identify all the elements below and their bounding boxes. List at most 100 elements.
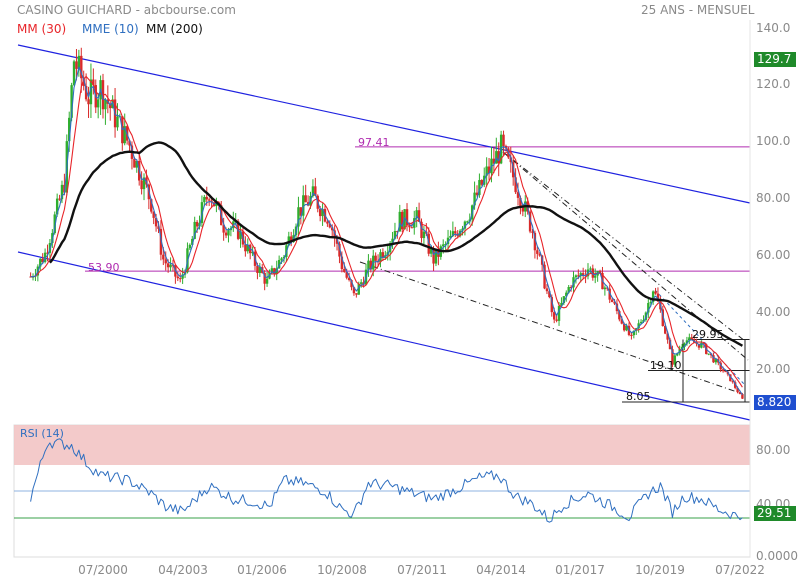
trend-line-3	[359, 261, 741, 394]
candle-body	[400, 211, 404, 230]
candle-body	[449, 235, 452, 238]
candle-body	[738, 392, 742, 395]
candle-body	[707, 353, 710, 355]
candle-body	[487, 166, 491, 174]
candle-body	[193, 221, 196, 239]
candle-body	[68, 117, 71, 142]
candle-body	[195, 221, 199, 227]
x-tick-label: 07/2000	[78, 563, 128, 577]
candle-body	[567, 287, 570, 293]
candle-body	[533, 232, 537, 251]
candle-body	[690, 337, 693, 340]
candle-body	[345, 272, 348, 278]
candle-body	[463, 221, 467, 229]
channel-lower-line	[17, 251, 751, 421]
candle-body	[519, 197, 522, 208]
annotation-29-95: 29.95	[692, 328, 724, 341]
last-close-tag: 8.820	[754, 395, 796, 410]
level-label-high: 97.41	[358, 136, 390, 149]
candle-body	[162, 254, 165, 260]
candle-body	[128, 140, 131, 146]
candle-body	[391, 238, 394, 244]
candle-body	[668, 339, 672, 350]
candle-body	[367, 260, 370, 270]
candle-body	[651, 291, 655, 302]
candle-body	[338, 243, 341, 257]
candle-body	[618, 311, 621, 320]
candle-body	[70, 85, 73, 118]
candle-body	[357, 283, 360, 295]
candle-body	[179, 278, 182, 280]
candle-body	[485, 166, 488, 176]
candle-body	[154, 217, 158, 227]
candle-body	[688, 337, 691, 341]
candle-body	[531, 231, 534, 233]
rsi-line	[30, 438, 743, 523]
candle-body	[239, 231, 242, 239]
legend-mme10: MME (10)	[82, 22, 139, 36]
candle-body	[311, 186, 315, 197]
candle-body	[712, 355, 715, 363]
candle-body	[647, 303, 650, 313]
trend-line-2	[502, 151, 749, 361]
candle-body	[594, 275, 597, 278]
candle-body	[565, 292, 568, 297]
candle-body	[625, 325, 628, 331]
candle-body	[437, 248, 440, 257]
candle-body	[157, 226, 160, 229]
candle-body	[480, 180, 484, 185]
candle-body	[410, 227, 414, 229]
candle-body	[328, 223, 332, 228]
candle-body	[521, 207, 525, 212]
candle-body	[741, 394, 744, 399]
x-tick-label: 07/2022	[715, 563, 765, 577]
candle-body	[350, 280, 353, 288]
candle-body	[244, 244, 247, 252]
rsi-overbought-zone	[14, 425, 750, 465]
candle-body	[318, 208, 322, 217]
candle-body	[444, 244, 447, 246]
candle-body	[258, 267, 262, 273]
candle-body	[60, 184, 64, 200]
candle-body	[166, 263, 170, 268]
candle-body	[256, 265, 259, 273]
candle-body	[203, 196, 206, 203]
candle-body	[478, 180, 481, 195]
candle-body	[466, 221, 469, 223]
candle-body	[502, 134, 505, 147]
x-tick-label: 10/2008	[317, 563, 367, 577]
chart-title: CASINO GUICHARD - abcbourse.com	[17, 3, 236, 17]
candle-body	[731, 381, 734, 383]
candle-body	[432, 248, 435, 264]
candle-body	[700, 342, 703, 348]
candle-body	[191, 238, 194, 245]
candle-body	[613, 301, 616, 304]
candle-body	[396, 230, 399, 232]
candle-body	[164, 259, 167, 264]
candle-body	[188, 244, 192, 249]
candle-body	[321, 208, 324, 217]
candle-body	[579, 273, 582, 277]
candle-body	[729, 374, 732, 382]
candle-body	[664, 325, 667, 334]
rsi-y-tick-label: 0.0000	[756, 549, 798, 563]
candle-body	[553, 312, 556, 320]
candle-body	[150, 199, 153, 212]
candle-body	[46, 252, 49, 254]
candle-body	[671, 349, 674, 365]
annotation-8-05: 8.05	[626, 390, 651, 403]
candle-body	[492, 158, 496, 164]
candle-body	[415, 210, 418, 219]
candle-body	[673, 355, 677, 365]
candle-body	[495, 151, 498, 164]
candle-body	[133, 158, 136, 168]
candle-body	[326, 221, 329, 224]
candle-body	[434, 248, 438, 264]
candle-body	[290, 236, 293, 242]
candle-body	[562, 296, 566, 303]
candle-body	[702, 342, 706, 345]
candle-body	[572, 277, 575, 288]
candle-body	[159, 228, 163, 255]
